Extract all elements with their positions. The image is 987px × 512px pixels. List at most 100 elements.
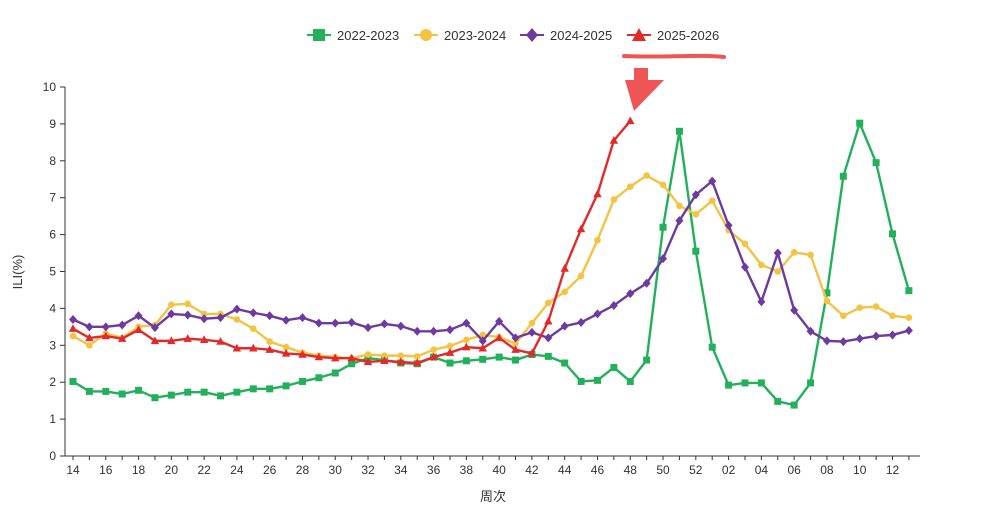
data-point[interactable] bbox=[643, 356, 651, 364]
data-point[interactable] bbox=[626, 183, 634, 190]
data-point[interactable] bbox=[479, 355, 487, 363]
data-point[interactable] bbox=[659, 223, 667, 231]
data-point[interactable] bbox=[249, 325, 257, 332]
data-point[interactable] bbox=[200, 388, 208, 396]
data-point[interactable] bbox=[232, 343, 242, 352]
data-point[interactable] bbox=[282, 315, 291, 325]
data-point[interactable] bbox=[527, 348, 537, 357]
data-point[interactable] bbox=[806, 326, 815, 336]
data-point[interactable] bbox=[659, 181, 667, 189]
data-point[interactable] bbox=[561, 359, 569, 367]
data-point[interactable] bbox=[68, 324, 78, 332]
data-point[interactable] bbox=[544, 333, 553, 343]
data-point[interactable] bbox=[609, 136, 619, 144]
data-point[interactable] bbox=[151, 394, 159, 402]
data-point[interactable] bbox=[495, 353, 503, 361]
data-point[interactable] bbox=[380, 319, 389, 329]
data-point[interactable] bbox=[266, 385, 274, 393]
data-point[interactable] bbox=[331, 353, 340, 362]
data-point[interactable] bbox=[626, 289, 635, 299]
data-point[interactable] bbox=[822, 336, 831, 346]
data-point[interactable] bbox=[135, 386, 143, 394]
data-point[interactable] bbox=[183, 334, 192, 342]
data-point[interactable] bbox=[478, 343, 487, 352]
data-point[interactable] bbox=[855, 334, 864, 344]
data-point[interactable] bbox=[265, 311, 274, 321]
data-point[interactable] bbox=[593, 189, 602, 198]
data-point[interactable] bbox=[560, 264, 569, 272]
data-point[interactable] bbox=[544, 316, 553, 325]
data-point[interactable] bbox=[364, 323, 373, 333]
data-point[interactable] bbox=[610, 196, 618, 203]
data-point[interactable] bbox=[233, 388, 241, 396]
data-point[interactable] bbox=[413, 326, 422, 336]
data-point[interactable] bbox=[790, 305, 799, 315]
data-point[interactable] bbox=[117, 334, 127, 342]
data-point[interactable] bbox=[527, 327, 536, 337]
data-point[interactable] bbox=[150, 336, 160, 345]
data-point[interactable] bbox=[807, 379, 815, 387]
data-point[interactable] bbox=[134, 311, 143, 321]
data-point[interactable] bbox=[560, 321, 569, 331]
data-point[interactable] bbox=[364, 351, 372, 358]
data-point[interactable] bbox=[675, 216, 684, 226]
data-point[interactable] bbox=[593, 376, 601, 384]
data-point[interactable] bbox=[184, 300, 192, 308]
data-point[interactable] bbox=[740, 262, 749, 272]
data-point[interactable] bbox=[200, 314, 209, 324]
data-point[interactable] bbox=[692, 211, 700, 218]
data-point[interactable] bbox=[741, 379, 749, 387]
data-point[interactable] bbox=[430, 346, 437, 354]
data-point[interactable] bbox=[889, 230, 896, 238]
data-point[interactable] bbox=[445, 325, 454, 335]
data-point[interactable] bbox=[118, 320, 127, 330]
data-point[interactable] bbox=[626, 116, 635, 125]
data-point[interactable] bbox=[167, 336, 176, 345]
data-point[interactable] bbox=[774, 268, 782, 275]
data-point[interactable] bbox=[626, 377, 634, 385]
data-point[interactable] bbox=[347, 353, 356, 362]
data-point[interactable] bbox=[446, 359, 454, 367]
data-point[interactable] bbox=[381, 352, 388, 359]
data-point[interactable] bbox=[807, 251, 814, 259]
data-point[interactable] bbox=[85, 333, 94, 342]
data-point[interactable] bbox=[69, 314, 77, 324]
data-point[interactable] bbox=[314, 318, 323, 328]
data-point[interactable] bbox=[577, 317, 586, 327]
data-point[interactable] bbox=[758, 261, 765, 269]
data-point[interactable] bbox=[609, 300, 618, 310]
data-point[interactable] bbox=[545, 299, 552, 307]
data-point[interactable] bbox=[872, 331, 881, 341]
legend-item[interactable]: 2023-2024 bbox=[414, 28, 506, 43]
data-point[interactable] bbox=[544, 352, 552, 360]
data-point[interactable] bbox=[856, 119, 864, 127]
data-point[interactable] bbox=[576, 224, 586, 233]
data-point[interactable] bbox=[479, 331, 487, 339]
data-point[interactable] bbox=[331, 318, 340, 328]
data-point[interactable] bbox=[708, 176, 717, 186]
data-point[interactable] bbox=[856, 304, 864, 311]
data-point[interactable] bbox=[282, 382, 290, 390]
data-point[interactable] bbox=[839, 172, 847, 180]
data-point[interactable] bbox=[168, 301, 175, 309]
data-point[interactable] bbox=[610, 363, 618, 371]
data-point[interactable] bbox=[396, 321, 405, 331]
data-point[interactable] bbox=[134, 325, 143, 334]
data-point[interactable] bbox=[150, 323, 159, 333]
data-point[interactable] bbox=[216, 313, 225, 323]
data-point[interactable] bbox=[757, 379, 765, 387]
data-point[interactable] bbox=[757, 297, 766, 307]
data-point[interactable] bbox=[315, 374, 323, 382]
data-point[interactable] bbox=[725, 381, 733, 389]
data-point[interactable] bbox=[839, 337, 848, 347]
data-point[interactable] bbox=[184, 388, 192, 396]
data-point[interactable] bbox=[659, 254, 668, 264]
data-point[interactable] bbox=[593, 309, 602, 319]
legend-item[interactable]: 2025-2026 bbox=[627, 28, 719, 43]
data-point[interactable] bbox=[101, 322, 110, 332]
data-point[interactable] bbox=[85, 387, 93, 395]
data-point[interactable] bbox=[889, 312, 896, 320]
data-point[interactable] bbox=[840, 312, 847, 320]
data-point[interactable] bbox=[741, 240, 749, 248]
data-point[interactable] bbox=[790, 249, 798, 256]
